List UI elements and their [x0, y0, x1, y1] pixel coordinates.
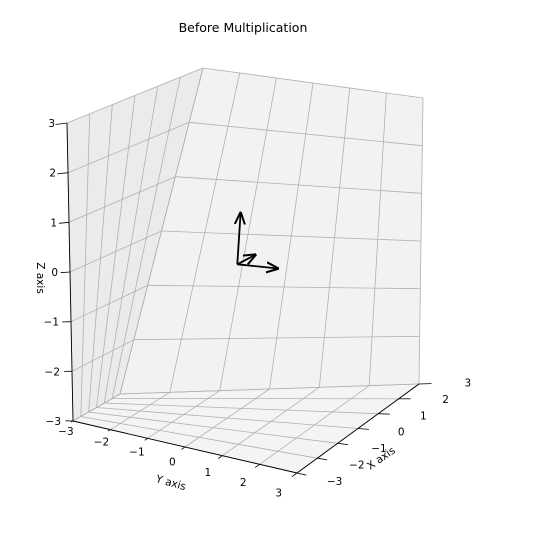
x-tick-label: 0 [398, 427, 405, 439]
y-tick [107, 429, 111, 432]
axis-lines [55, 122, 432, 478]
gridline [202, 67, 424, 99]
z-tick [55, 122, 68, 125]
y-tick [218, 455, 223, 459]
z-tick-label: 1 [50, 217, 57, 229]
x-tick-label: 3 [465, 378, 472, 390]
y-tick-label: 2 [240, 477, 247, 489]
z-tick-label: 2 [49, 168, 56, 180]
y-tick-label: 1 [204, 467, 211, 479]
z-axis-label: Z axis [34, 262, 46, 294]
z-tick-label: −3 [46, 416, 61, 428]
x-tick [337, 442, 349, 445]
y-tick-label: −1 [129, 447, 144, 459]
z-tick-label: 0 [51, 267, 58, 279]
z-tick-label: 3 [48, 118, 55, 130]
y-tick [144, 437, 148, 441]
x-tick-label: 2 [442, 394, 449, 406]
y-tick-label: 0 [169, 457, 176, 469]
vector-z [237, 213, 240, 265]
y-tick [254, 463, 260, 468]
panes [67, 68, 423, 473]
gridline [418, 97, 424, 385]
z-tick-label: −2 [45, 366, 60, 378]
x-tick [296, 472, 307, 476]
gridline [66, 67, 204, 124]
y-tick [181, 446, 186, 450]
x-tick-label: −3 [327, 476, 342, 488]
x-tick [357, 428, 369, 430]
x-tick-label: 1 [420, 410, 427, 422]
y-tick-label: 3 [275, 487, 282, 499]
y-tick [291, 472, 298, 478]
z-tick [57, 172, 69, 175]
gridline [67, 121, 190, 174]
floor-pane [73, 384, 419, 473]
z-tick [58, 221, 70, 224]
vector-y [237, 264, 277, 268]
chart-title: Before Multiplication [179, 20, 308, 35]
y-axis-label: Y axis [153, 473, 187, 493]
z-tick [60, 271, 71, 274]
vector-x [236, 255, 255, 264]
z-tick-label: −1 [44, 317, 59, 329]
gridline [119, 383, 420, 395]
gridline [189, 121, 423, 147]
back-pane [120, 68, 423, 394]
x-tick-label: −2 [349, 459, 364, 471]
vectors [237, 213, 277, 269]
y-tick-label: −2 [94, 436, 109, 448]
gridline [119, 67, 204, 395]
x-tick-label: −1 [371, 443, 386, 455]
y-tick-label: −3 [58, 426, 73, 438]
gridline [259, 385, 370, 465]
x-tick [317, 457, 328, 461]
side-pane [67, 68, 203, 421]
